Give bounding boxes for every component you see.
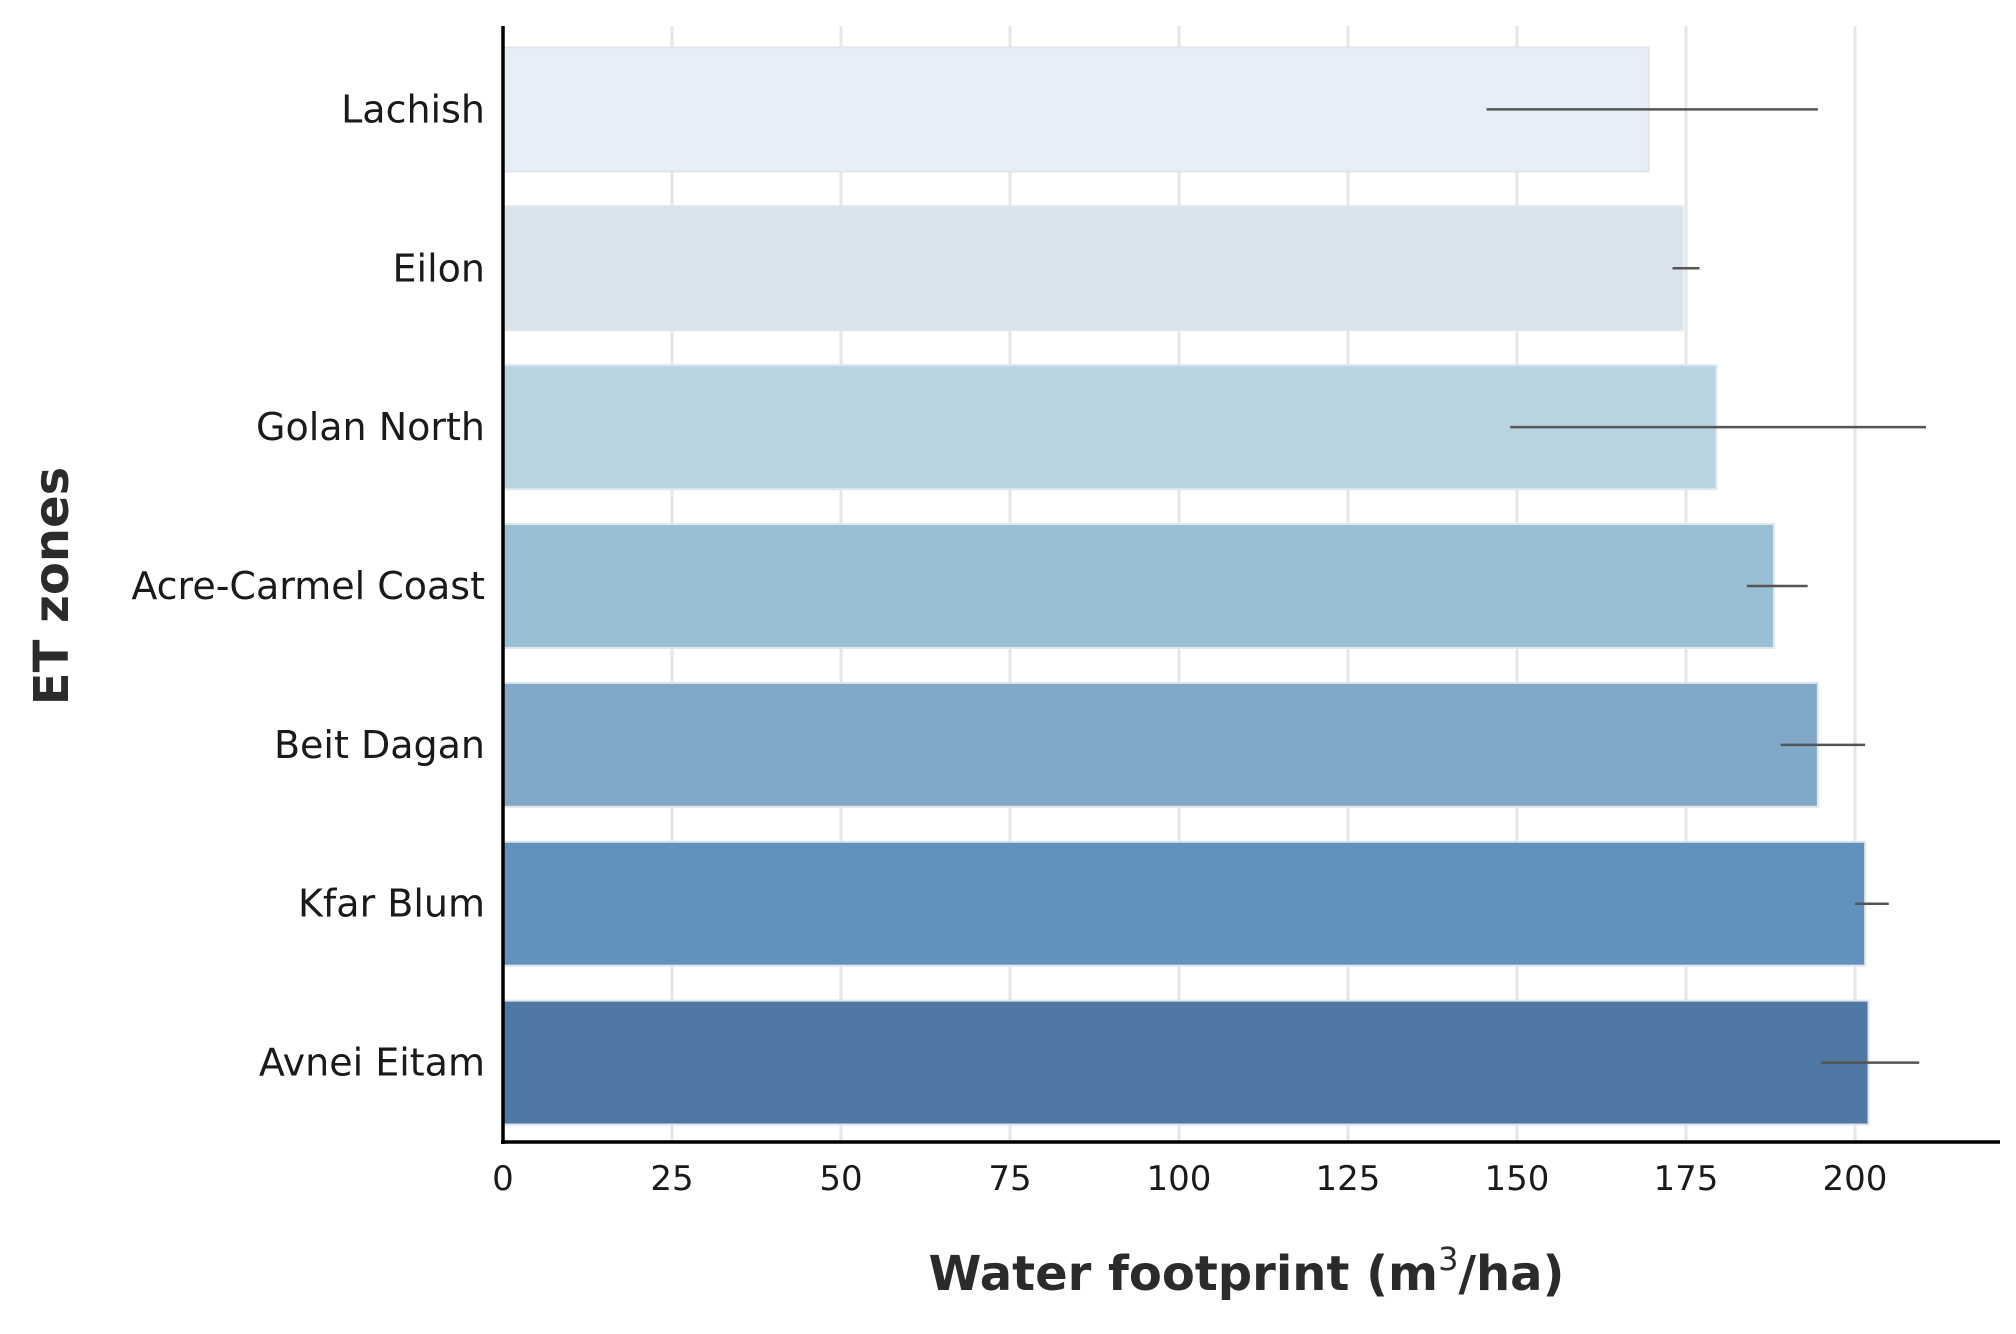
category-label: Eilon xyxy=(393,246,485,290)
y-axis-title: ET zones xyxy=(24,467,80,705)
x-tick-label: 25 xyxy=(650,1159,693,1199)
x-tick-label: 150 xyxy=(1485,1159,1550,1199)
bar xyxy=(502,205,1684,332)
x-axis-title-end: /ha) xyxy=(1458,1246,1564,1302)
bar xyxy=(502,46,1650,173)
bar xyxy=(502,840,1867,967)
y-category-labels: Lachish Eilon Golan North Acre-Carmel Coast… xyxy=(131,87,485,1084)
x-axis-title-superscript: 3 xyxy=(1438,1240,1458,1278)
x-axis-title: Water footprint (m3/ha) xyxy=(929,1240,1565,1302)
x-tick-label: 125 xyxy=(1316,1159,1381,1199)
category-label: Golan North xyxy=(256,405,485,449)
x-tick-label: 100 xyxy=(1147,1159,1212,1199)
x-tick-label: 75 xyxy=(988,1159,1031,1199)
x-tick-label: 50 xyxy=(819,1159,862,1199)
x-tick-label: 175 xyxy=(1654,1159,1719,1199)
error-bars xyxy=(1486,108,1926,1064)
bar xyxy=(502,681,1819,808)
x-tick-label: 200 xyxy=(1823,1159,1888,1199)
bar xyxy=(502,999,1870,1126)
category-label: Beit Dagan xyxy=(274,723,485,767)
bar xyxy=(502,523,1775,649)
x-tick-labels: 0 25 50 75 100 125 150 175 200 xyxy=(492,1159,1887,1199)
category-label: Avnei Eitam xyxy=(259,1041,485,1085)
category-label: Lachish xyxy=(341,87,485,131)
bars xyxy=(502,46,1870,1126)
category-label: Kfar Blum xyxy=(298,882,485,926)
x-axis-title-main: Water footprint (m xyxy=(929,1246,1439,1302)
x-tick-label: 0 xyxy=(492,1159,514,1199)
category-label: Acre-Carmel Coast xyxy=(131,564,485,608)
